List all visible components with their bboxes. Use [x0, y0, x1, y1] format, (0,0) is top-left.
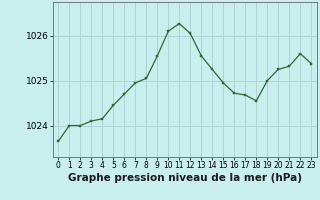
X-axis label: Graphe pression niveau de la mer (hPa): Graphe pression niveau de la mer (hPa) — [68, 173, 302, 183]
